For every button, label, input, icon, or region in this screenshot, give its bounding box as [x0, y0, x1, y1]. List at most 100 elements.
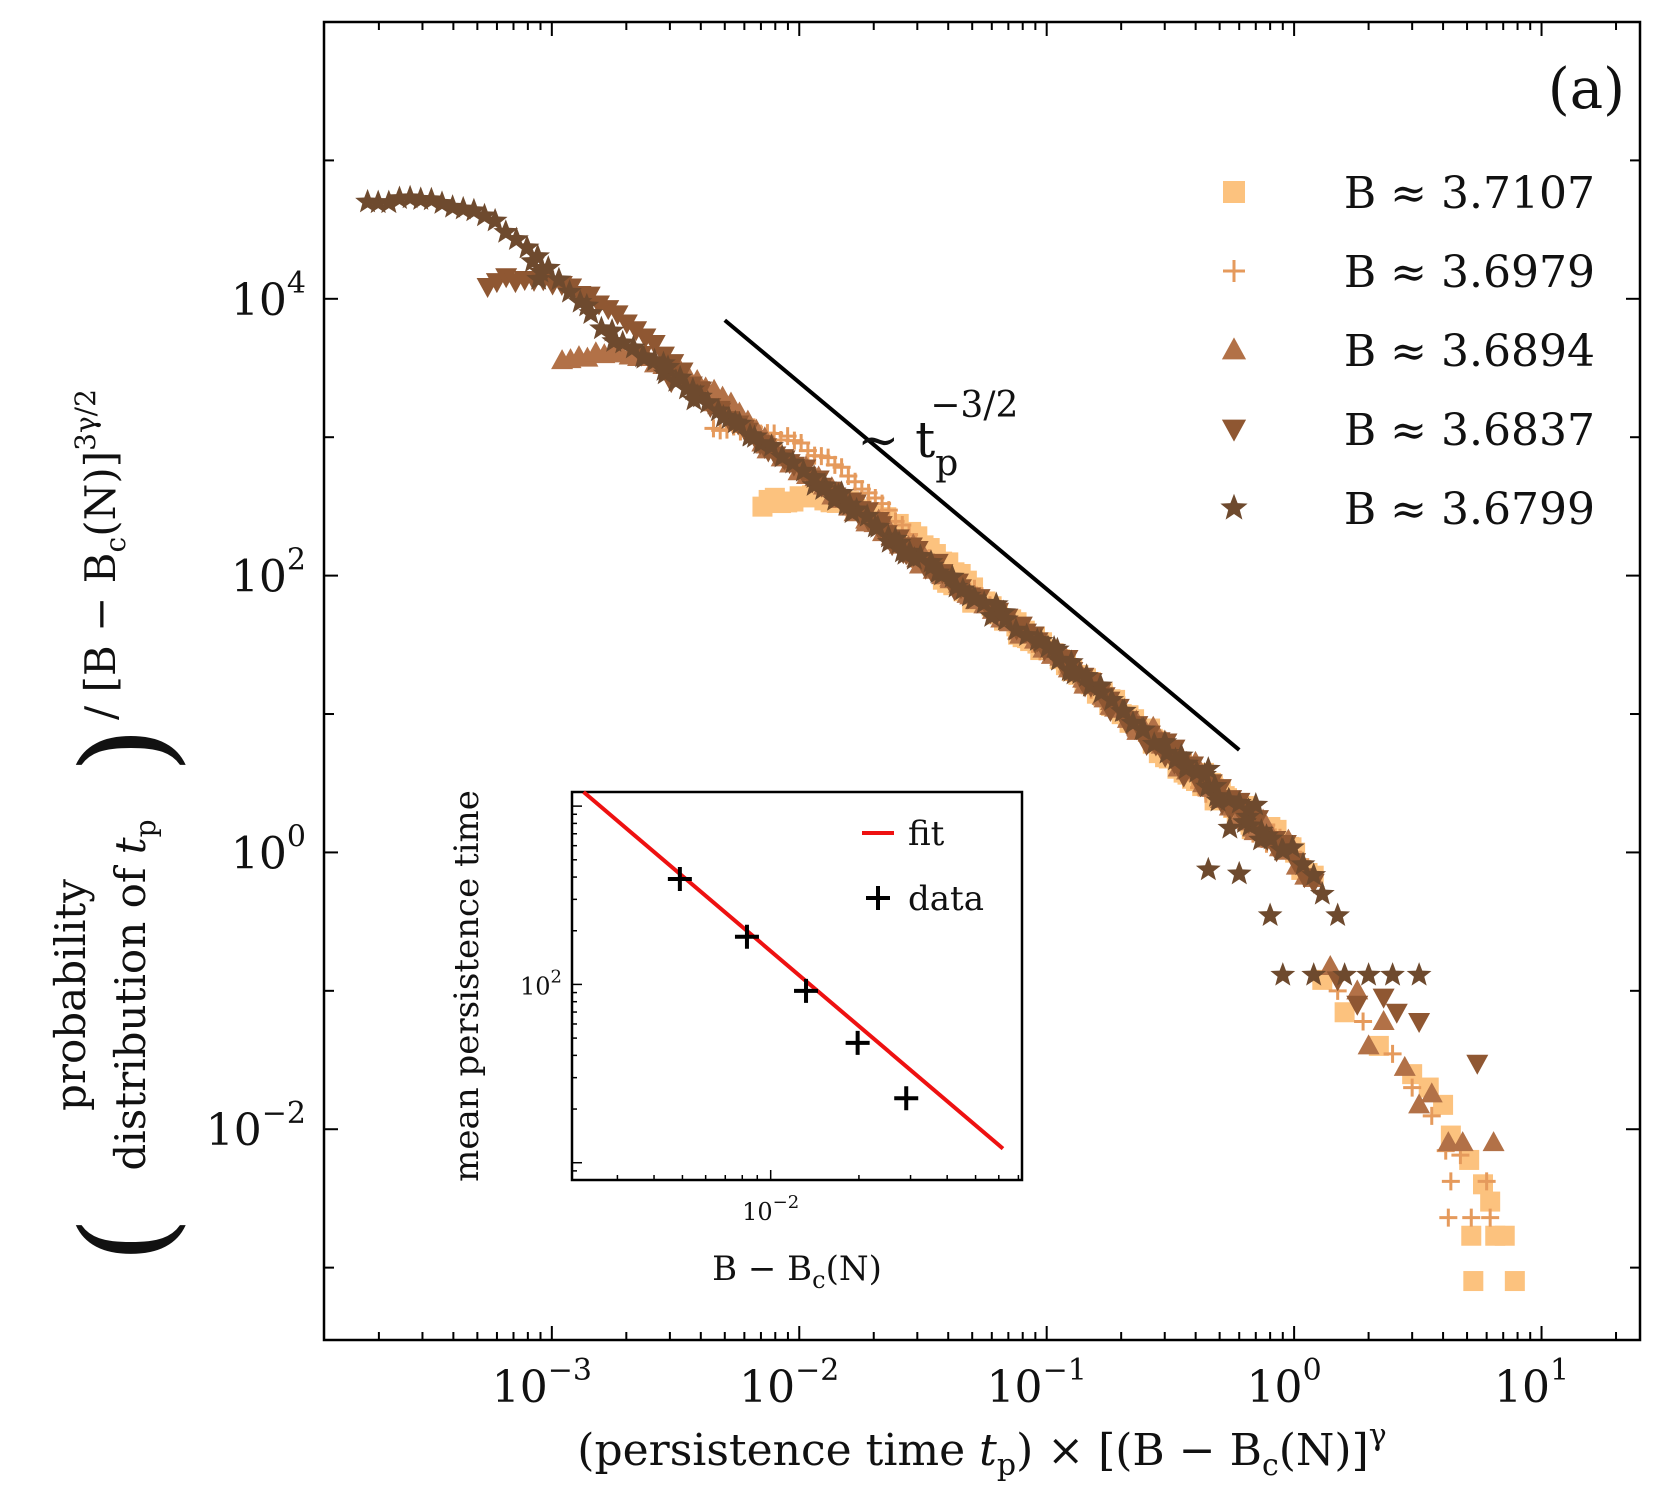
series-point — [621, 334, 646, 359]
inset-y-axis-title: mean persistence time — [447, 790, 487, 1182]
series-point — [1290, 851, 1316, 876]
inset-x-tick-label: 10−2 — [742, 1192, 799, 1226]
inset-data-point — [794, 978, 819, 1003]
series-point — [576, 346, 599, 367]
inset-data-point — [667, 867, 692, 892]
series-point — [408, 186, 434, 210]
series-point — [526, 266, 551, 290]
series-tail-point — [1217, 815, 1243, 839]
y-axis-open-paren: ( — [57, 1217, 196, 1264]
series-point — [504, 226, 529, 250]
series-point — [1270, 837, 1296, 862]
series-point — [943, 574, 969, 598]
series-point — [1216, 786, 1241, 811]
series-point — [801, 472, 827, 496]
legend-item: B ≈ 3.6799 — [1220, 484, 1595, 535]
series-tail-point — [1463, 1271, 1484, 1292]
series-point — [535, 255, 561, 279]
series-point — [829, 480, 854, 504]
legend-marker — [1223, 260, 1245, 282]
series-tail-point — [1385, 1003, 1408, 1024]
series-point — [520, 248, 545, 273]
legend-item: B ≈ 3.7107 — [1223, 168, 1595, 219]
series-tail-point — [1309, 881, 1335, 905]
inset-legend: fit data — [862, 814, 984, 919]
series-tail-point — [1325, 902, 1350, 926]
series-point — [1046, 647, 1071, 671]
legend-item: B ≈ 3.6979 — [1223, 247, 1595, 298]
series-point — [528, 259, 554, 283]
y-tick-label: 104 — [231, 266, 306, 326]
y-axis-line2: distribution of tp — [106, 819, 162, 1170]
reference-power-law-line — [723, 318, 1241, 752]
series-point — [791, 458, 816, 482]
series-point — [557, 279, 582, 303]
y-tick-label: 10−2 — [206, 1096, 306, 1156]
series-point — [983, 591, 1009, 615]
series-tail-point — [1357, 1034, 1380, 1055]
series-point — [711, 404, 736, 428]
series-tail-point — [1346, 995, 1369, 1016]
x-tick-label: 10−3 — [492, 1353, 592, 1413]
series-tail-point — [1481, 1208, 1500, 1227]
series-tail-point — [1439, 1208, 1458, 1227]
series-point — [1061, 660, 1087, 685]
series-point — [759, 433, 784, 457]
series-point — [419, 186, 444, 211]
x-tick-label: 10−1 — [987, 1353, 1087, 1413]
series-tail-point — [1459, 1149, 1480, 1170]
series-tail-point — [1441, 1172, 1460, 1191]
x-axis-title: (persistence time tp) × [(B − Bc(N)]γ — [577, 1418, 1386, 1483]
series-point — [1003, 617, 1029, 641]
y-tick-label: 100 — [231, 819, 306, 879]
inset-content: 10−2 102 fit data — [520, 790, 1020, 1226]
series-point — [376, 189, 402, 214]
legend-label: B ≈ 3.6799 — [1344, 484, 1595, 535]
series-point — [601, 328, 627, 352]
series-point — [991, 599, 1017, 623]
series-point — [810, 476, 836, 500]
series-point — [1028, 628, 1054, 652]
series-tail-point — [1319, 954, 1342, 975]
inset-fit-line — [582, 790, 1005, 1151]
series-tail-point — [1346, 979, 1369, 1000]
series-tail-point — [1257, 902, 1283, 926]
legend-item: B ≈ 3.6894 — [1221, 326, 1595, 377]
series-point — [680, 376, 706, 401]
series-point — [1226, 790, 1252, 814]
x-tick-label: 10−2 — [739, 1353, 839, 1413]
series-point — [1236, 797, 1261, 821]
series-point — [979, 603, 1005, 627]
inset-y-tick-label: 102 — [520, 966, 562, 1000]
series-tail-point — [1494, 1225, 1515, 1246]
inset-plot: 10−2 102 fit data mean persistence time B −… — [447, 790, 1024, 1294]
series-point — [574, 292, 600, 317]
series-tail-point — [1408, 1013, 1431, 1034]
series-tail-point — [1168, 742, 1194, 767]
series-point — [902, 546, 927, 570]
inset-plot-frame — [570, 790, 1024, 1182]
series-point — [1141, 731, 1167, 755]
series-point — [1202, 773, 1228, 797]
series-point — [1059, 649, 1084, 673]
series-point — [667, 364, 693, 389]
x-tick-label: 100 — [1247, 1353, 1322, 1413]
reference-line-label: ∼ tp−3/2 — [857, 385, 1018, 484]
series-point — [822, 487, 847, 511]
series-tail-point — [1383, 1044, 1402, 1063]
series-point — [567, 289, 593, 313]
series-point — [722, 409, 748, 434]
series-point — [688, 383, 713, 408]
series-tail-point — [1372, 988, 1395, 1009]
series-tail-point — [1195, 856, 1221, 881]
series-point — [1078, 673, 1103, 697]
series-point — [950, 576, 976, 601]
series-point — [1237, 812, 1263, 837]
series-point — [957, 582, 982, 607]
series-tail-point — [1243, 792, 1269, 816]
series-tail-point — [1462, 1208, 1481, 1227]
series-point — [883, 526, 908, 550]
y-axis-line1: probability — [46, 879, 95, 1111]
series-point — [1074, 663, 1099, 687]
